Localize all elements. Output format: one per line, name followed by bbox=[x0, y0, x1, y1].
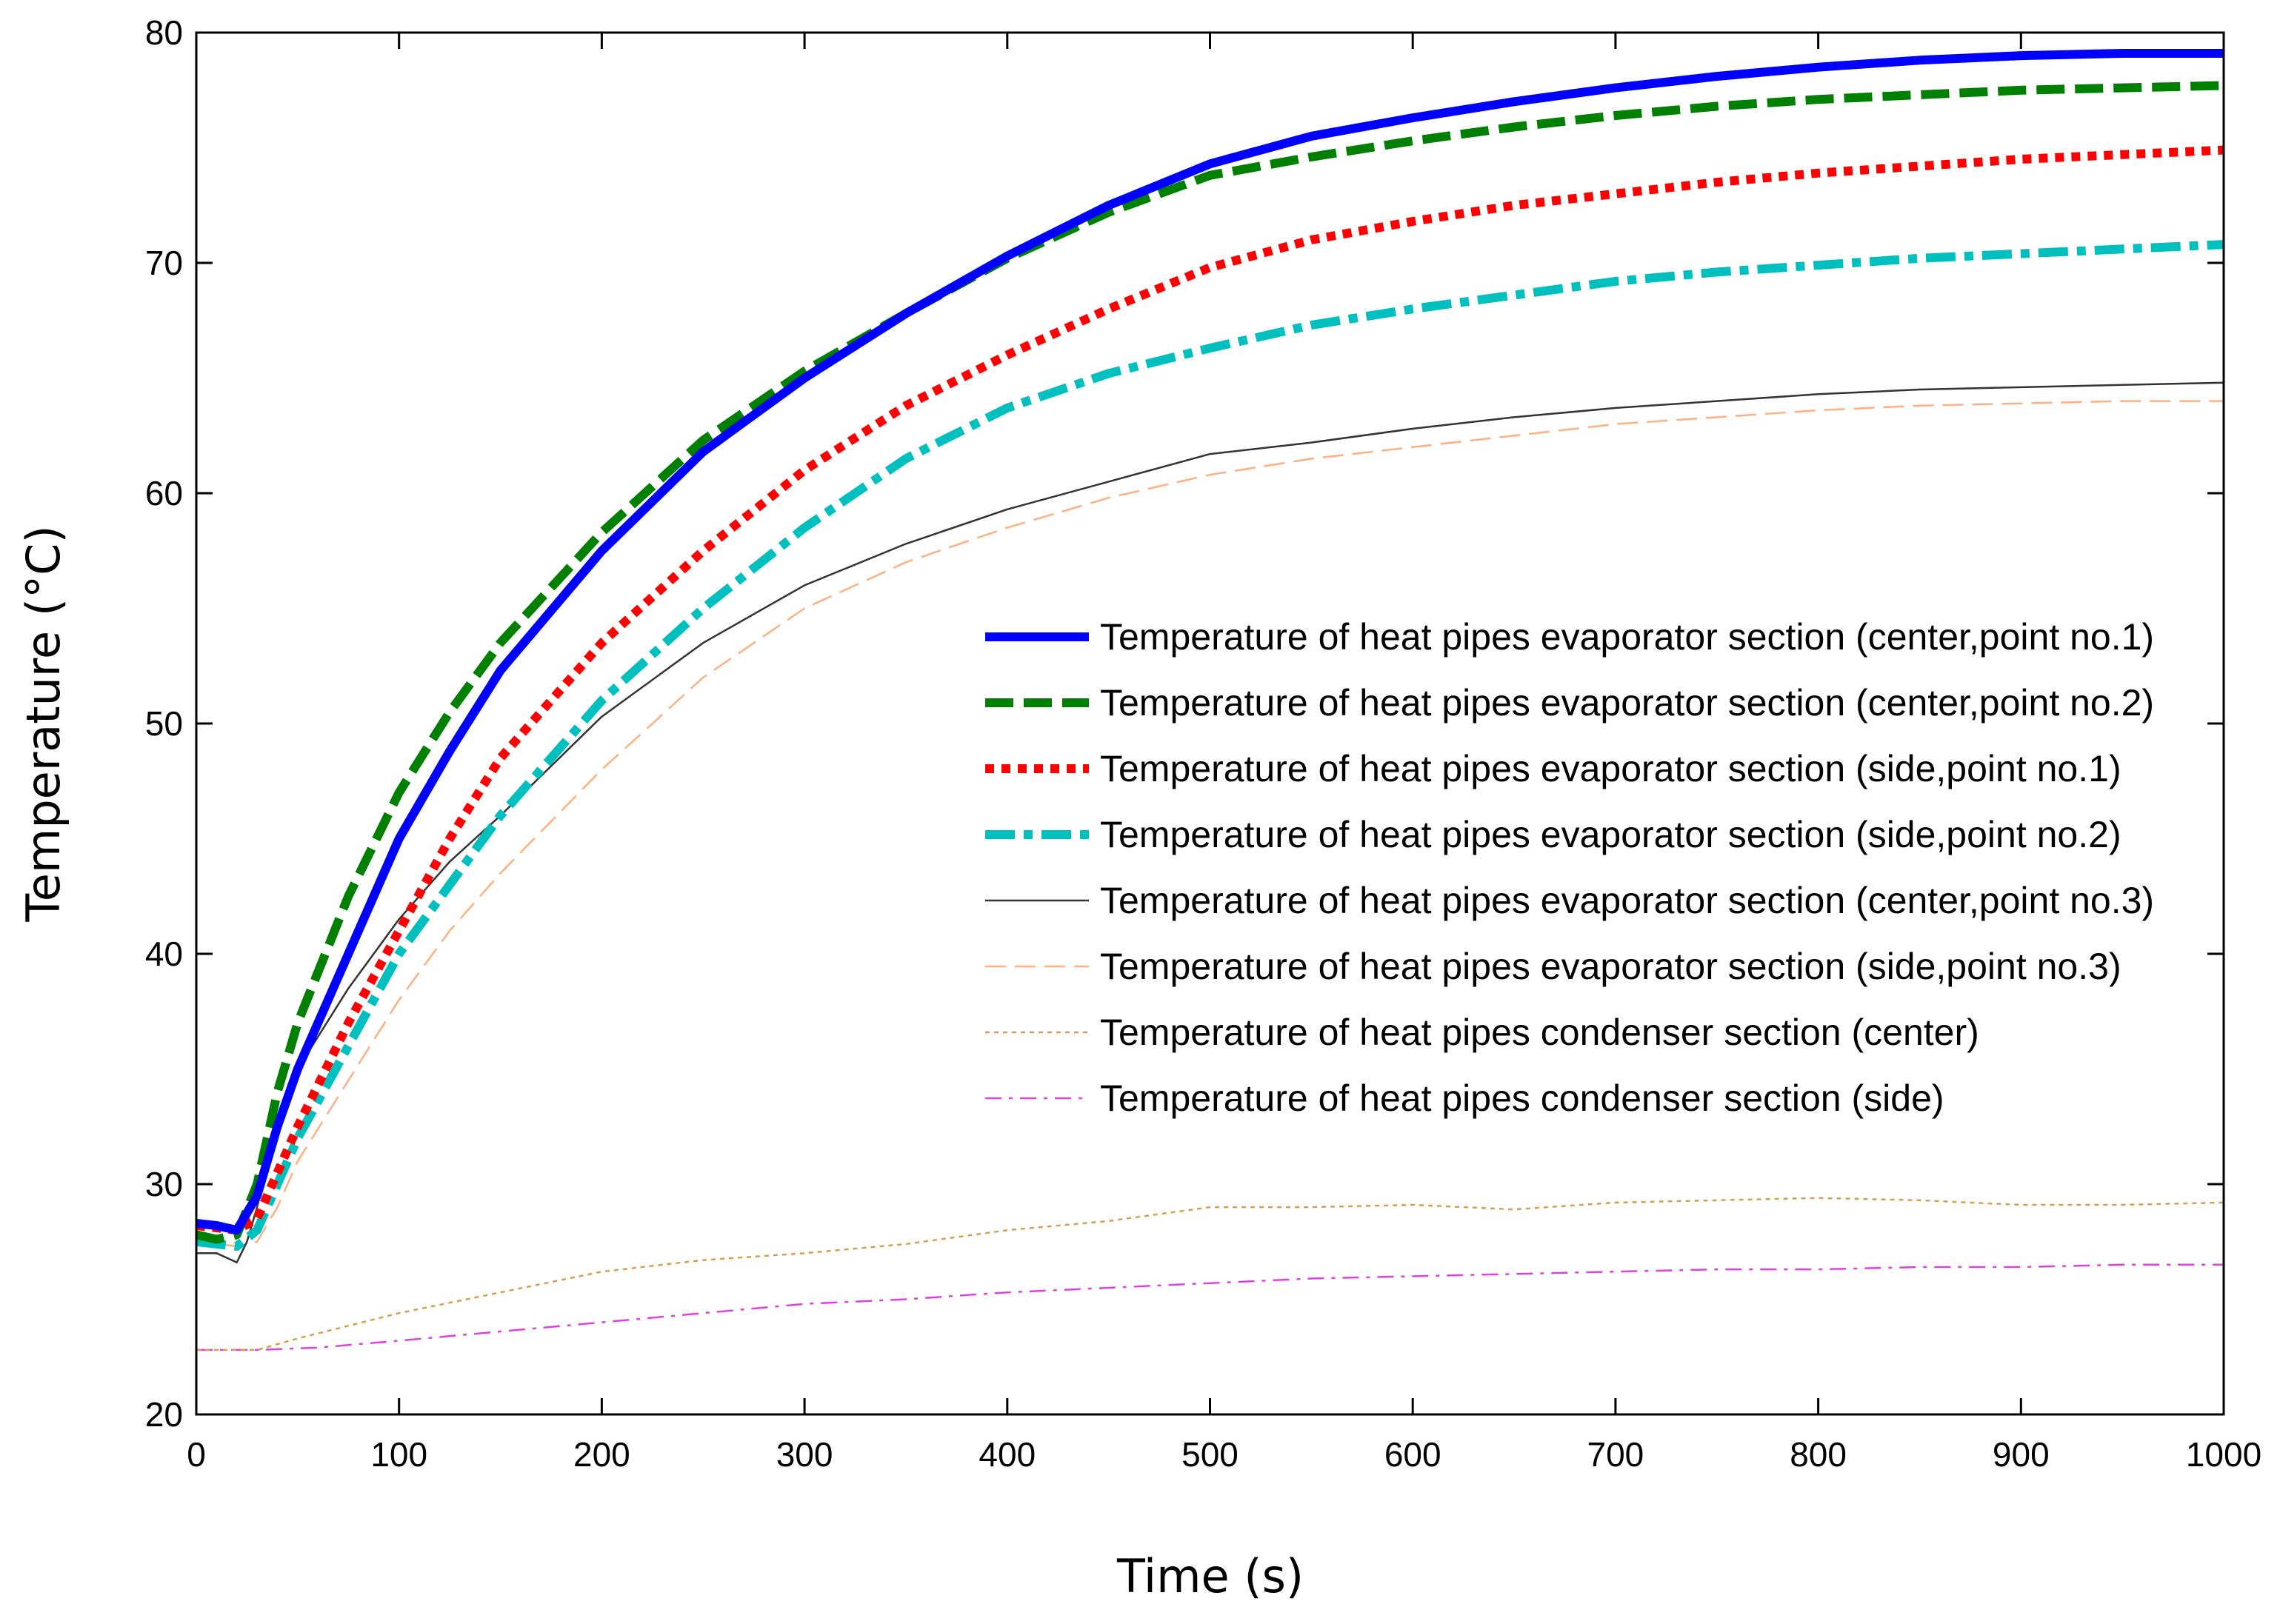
y-tick-label: 60 bbox=[145, 474, 183, 512]
y-tick-label: 30 bbox=[145, 1165, 183, 1203]
y-tick-label: 40 bbox=[145, 935, 183, 973]
series-line-3 bbox=[196, 145, 2224, 1235]
legend-label-2: Temperature of heat pipes evaporator sec… bbox=[1100, 682, 2154, 724]
x-tick-label: 800 bbox=[1790, 1435, 1847, 1474]
series-line-1 bbox=[196, 49, 2224, 1235]
series-layer bbox=[195, 49, 2224, 1351]
y-tick-labels: 20 30 40 50 60 70 80 bbox=[145, 13, 183, 1434]
x-axis-title: Time (s) bbox=[1116, 1549, 1304, 1603]
series-line-4 bbox=[196, 240, 2224, 1251]
y-tick-label: 70 bbox=[145, 244, 183, 282]
y-tick-label: 80 bbox=[145, 13, 183, 52]
legend-label-8: Temperature of heat pipes condenser sect… bbox=[1100, 1077, 1944, 1119]
series-line-6 bbox=[196, 400, 2224, 1248]
legend: Temperature of heat pipes evaporator sec… bbox=[985, 616, 2154, 1119]
series-line-8 bbox=[196, 1263, 2224, 1351]
x-tick-label: 400 bbox=[979, 1435, 1036, 1474]
legend-label-4: Temperature of heat pipes evaporator sec… bbox=[1100, 814, 2121, 855]
x-tick-label: 500 bbox=[1181, 1435, 1239, 1474]
x-tick-label: 700 bbox=[1587, 1435, 1644, 1474]
plot-frame bbox=[195, 31, 2225, 1416]
legend-label-7: Temperature of heat pipes condenser sect… bbox=[1100, 1012, 1979, 1053]
y-axis-title: Temperature (°C) bbox=[16, 525, 70, 922]
legend-label-5: Temperature of heat pipes evaporator sec… bbox=[1100, 880, 2154, 921]
x-tick-label: 300 bbox=[776, 1435, 833, 1474]
legend-label-3: Temperature of heat pipes evaporator sec… bbox=[1100, 748, 2121, 789]
series-line-7 bbox=[196, 1197, 2224, 1351]
x-tick-label: 0 bbox=[187, 1435, 206, 1474]
y-tick-label: 20 bbox=[145, 1395, 183, 1434]
x-tick-labels: 0 100 200 300 400 500 600 700 800 900 1000 bbox=[187, 1435, 2261, 1474]
legend-label-1: Temperature of heat pipes evaporator sec… bbox=[1100, 616, 2154, 658]
x-tick-label: 100 bbox=[370, 1435, 427, 1474]
y-tick-label: 50 bbox=[145, 704, 183, 743]
x-tick-label: 1000 bbox=[2186, 1435, 2261, 1474]
x-tick-label: 900 bbox=[1993, 1435, 2050, 1474]
x-tick-label: 600 bbox=[1384, 1435, 1441, 1474]
series-line-5 bbox=[196, 381, 2224, 1263]
x-tick-label: 200 bbox=[573, 1435, 630, 1474]
legend-label-6: Temperature of heat pipes evaporator sec… bbox=[1100, 946, 2121, 987]
